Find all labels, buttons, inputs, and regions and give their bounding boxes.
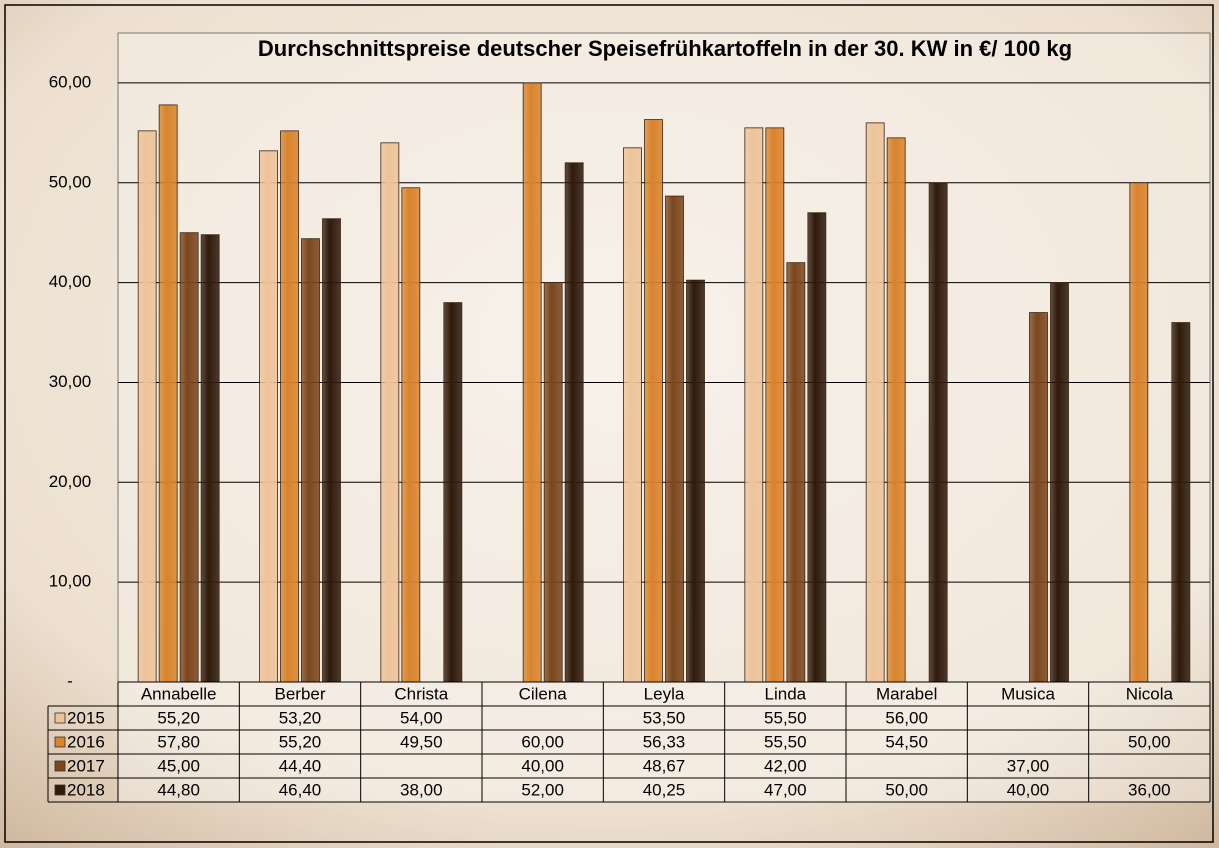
- legend-swatch: [54, 712, 66, 724]
- data-label: 56,33: [643, 732, 686, 751]
- data-label: 55,20: [157, 708, 200, 727]
- legend-swatch: [54, 760, 66, 772]
- data-label: 44,40: [279, 756, 322, 775]
- data-label: 40,25: [643, 780, 686, 799]
- x-tick-label: Linda: [765, 684, 807, 703]
- bar: [543, 282, 563, 683]
- x-tick-label: Christa: [394, 684, 448, 703]
- x-tick-label: Musica: [1001, 684, 1055, 703]
- bar: [1171, 322, 1191, 683]
- bar: [401, 187, 421, 683]
- bar: [200, 234, 220, 683]
- bar: [865, 122, 885, 683]
- y-tick-label: 50,00: [49, 172, 92, 191]
- data-label: 50,00: [885, 780, 928, 799]
- bar: [744, 127, 764, 683]
- y-tick-label: -: [67, 671, 73, 690]
- data-label: 50,00: [1128, 732, 1171, 751]
- bar: [665, 195, 684, 683]
- bar: [522, 82, 542, 683]
- data-label: 60,00: [521, 732, 564, 751]
- data-label: 53,50: [643, 708, 686, 727]
- bar: [158, 104, 178, 683]
- legend-swatch: [54, 736, 66, 748]
- legend-label: 2018: [67, 780, 105, 799]
- bar: [179, 232, 199, 683]
- bar: [765, 127, 785, 683]
- bar: [928, 182, 948, 683]
- data-label: 47,00: [764, 780, 807, 799]
- bar: [259, 150, 278, 683]
- x-tick-label: Leyla: [644, 684, 685, 703]
- y-tick-label: 30,00: [49, 372, 92, 391]
- frame: [4, 4, 1214, 843]
- x-tick-label: Annabelle: [141, 684, 217, 703]
- data-label: 46,40: [279, 780, 322, 799]
- y-tick-label: 20,00: [49, 472, 92, 491]
- bar: [1029, 312, 1048, 683]
- bar: [807, 212, 827, 683]
- data-label: 44,80: [157, 780, 200, 799]
- data-label: 36,00: [1128, 780, 1171, 799]
- data-label: 53,20: [279, 708, 322, 727]
- bar: [1129, 182, 1149, 683]
- data-label: 49,50: [400, 732, 443, 751]
- y-tick-label: 10,00: [49, 572, 92, 591]
- data-label: 40,00: [1007, 780, 1050, 799]
- bar: [280, 130, 299, 683]
- data-label: 52,00: [521, 780, 564, 799]
- y-tick-label: 40,00: [49, 272, 92, 291]
- data-label: 42,00: [764, 756, 807, 775]
- data-label: 40,00: [521, 756, 564, 775]
- legend-swatch: [54, 784, 66, 796]
- x-tick-label: Nicola: [1126, 684, 1174, 703]
- legend-label: 2015: [67, 708, 105, 727]
- bar: [686, 279, 705, 683]
- data-label: 57,80: [157, 732, 200, 751]
- bar: [786, 262, 806, 683]
- data-label: 55,50: [764, 732, 807, 751]
- bar: [301, 238, 320, 683]
- bar: [886, 137, 906, 683]
- data-label: 38,00: [400, 780, 443, 799]
- data-label: 54,50: [885, 732, 928, 751]
- bar: [137, 130, 157, 683]
- x-tick-label: Cilena: [519, 684, 568, 703]
- bar: [623, 147, 642, 683]
- legend-label: 2017: [67, 756, 105, 775]
- bar: [1050, 282, 1069, 683]
- data-label: 54,00: [400, 708, 443, 727]
- data-label: 45,00: [157, 756, 200, 775]
- legend-label: 2016: [67, 732, 105, 751]
- table-background: [118, 682, 1210, 802]
- data-label: 48,67: [643, 756, 686, 775]
- data-label: 56,00: [885, 708, 928, 727]
- data-label: 37,00: [1007, 756, 1050, 775]
- bar: [564, 162, 584, 683]
- x-tick-label: Berber: [274, 684, 325, 703]
- plot-area: [117, 32, 1211, 683]
- data-label: 55,20: [279, 732, 322, 751]
- bar: [322, 218, 341, 683]
- chart-title: Durchschnittspreise deutscher Speisefrüh…: [258, 36, 1072, 61]
- x-tick-label: Marabel: [876, 684, 937, 703]
- bar: [644, 119, 663, 683]
- y-tick-label: 60,00: [49, 72, 92, 91]
- bar: [443, 302, 463, 683]
- data-label: 55,50: [764, 708, 807, 727]
- bar: [380, 142, 400, 683]
